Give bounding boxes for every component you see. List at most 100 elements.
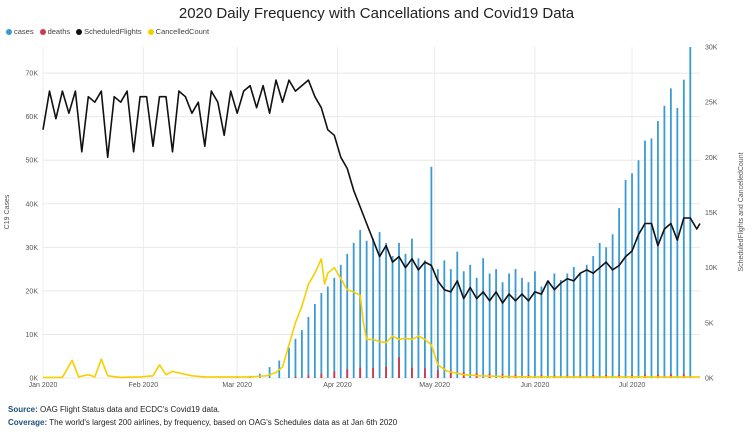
cases-bar	[657, 121, 659, 378]
cases-bar	[624, 179, 627, 378]
cases-bar	[669, 88, 672, 378]
y-right-tick-label: 10K	[705, 265, 718, 272]
y-left-tick-label: 10K	[26, 332, 39, 339]
cases-bar	[443, 260, 446, 378]
cases-bar	[579, 273, 582, 378]
cases-bar	[469, 264, 472, 378]
cases-bar	[682, 79, 685, 378]
coverage-line: Coverage: The world's largest 200 airlin…	[8, 416, 397, 429]
y-left-tick-label: 50K	[26, 158, 39, 165]
cases-bar	[301, 330, 303, 378]
cases-bar	[495, 269, 498, 378]
deaths-bar	[682, 374, 685, 378]
deaths-bar	[346, 369, 349, 378]
cases-bar	[320, 293, 323, 378]
cases-bar	[611, 234, 614, 378]
CancelledCount-line	[43, 258, 700, 379]
cases-bar	[352, 242, 355, 378]
footer: Source: OAG Flight Status data and ECDC'…	[8, 403, 397, 429]
source-label: Source:	[8, 405, 38, 414]
deaths-bar	[398, 357, 400, 378]
coverage-label: Coverage:	[8, 418, 48, 427]
cases-bar	[294, 338, 297, 378]
legend-marker	[147, 28, 154, 35]
cases-bar	[553, 273, 556, 378]
cases-bar	[411, 238, 413, 378]
legend-marker	[76, 28, 83, 35]
cases-bar	[585, 264, 588, 378]
x-tick-label: Feb 2020	[129, 382, 159, 389]
cases-bar	[385, 242, 387, 378]
cases-bar	[424, 260, 426, 378]
x-tick-label: Mar 2020	[222, 382, 252, 389]
source-line: Source: OAG Flight Status data and ECDC'…	[8, 403, 397, 416]
cases-bar	[391, 256, 394, 378]
cases-bar	[475, 277, 478, 378]
x-tick-label: Jul 2020	[619, 382, 646, 389]
deaths-bar	[436, 370, 439, 378]
cases-bar	[618, 208, 620, 378]
cases-bar	[430, 166, 433, 378]
legend-item: ScheduledFlights	[76, 27, 142, 36]
cases-bar	[521, 277, 523, 378]
deaths-bar	[411, 367, 413, 378]
cases-bar	[540, 286, 543, 378]
x-tick-label: Apr 2020	[323, 382, 352, 389]
y-axis-right-label: ScheduledFlights and CancelledCount	[738, 152, 745, 271]
deaths-bar	[385, 366, 387, 378]
cases-bar	[313, 303, 316, 378]
cases-bar	[592, 256, 595, 378]
legend-item: deaths	[39, 27, 71, 36]
axes: 0K 10K 20K 30K 40K 50K 60K 70K Jan 2020 Feb 2020 M…	[26, 45, 718, 390]
legend-label: deaths	[47, 27, 71, 36]
cases-bar	[456, 251, 459, 378]
line-layer	[42, 79, 701, 379]
y-left-tick-label: 60K	[26, 114, 39, 121]
deaths-bar	[449, 370, 452, 378]
cases-bar	[333, 277, 336, 378]
y-right-tick-label: 20K	[705, 155, 718, 162]
y-left-tick-label: 20K	[26, 288, 39, 295]
cases-bar	[365, 240, 368, 378]
deaths-bar	[294, 376, 297, 378]
ScheduledFlights-line	[42, 79, 701, 304]
legend-marker	[6, 28, 12, 35]
cases-bar	[527, 282, 530, 378]
deaths-bar	[333, 371, 336, 378]
y-right-tick-label: 0K	[705, 376, 714, 383]
cases-bar	[462, 271, 465, 378]
legend-label: ScheduledFlights	[84, 27, 142, 36]
cases-bar	[488, 273, 491, 378]
cases-bar	[346, 253, 349, 378]
cases-bar	[650, 138, 653, 378]
deaths-bar	[424, 368, 426, 378]
x-tick-label: Jan 2020	[29, 382, 58, 389]
cases-bar	[605, 247, 608, 378]
deaths-bar	[320, 373, 323, 378]
cases-bar	[644, 140, 646, 378]
cases-bar	[268, 367, 271, 378]
cases-bar	[689, 47, 692, 378]
cases-bar	[559, 280, 562, 378]
deaths-bar	[372, 367, 375, 378]
x-tick-label: May 2020	[419, 382, 450, 389]
cases-bar	[572, 266, 575, 378]
cases-bar	[482, 258, 485, 378]
cases-bar	[378, 232, 381, 378]
y-left-tick-label: 70K	[26, 71, 39, 78]
y-left-tick-label: 0K	[29, 376, 38, 383]
y-left-tick-label: 30K	[26, 245, 39, 252]
cases-bar	[598, 242, 601, 378]
cases-bar	[676, 107, 679, 378]
y-left-tick-label: 40K	[26, 201, 39, 208]
x-tick-label: Jun 2020	[521, 382, 550, 389]
deaths-bar	[669, 374, 672, 378]
cases-bar	[288, 347, 290, 378]
legend-label: CancelledCount	[155, 27, 210, 36]
cases-bar	[307, 317, 310, 378]
cases-bar	[372, 238, 375, 378]
cases-bar	[566, 273, 569, 378]
cases-bar	[546, 282, 549, 378]
legend-item: CancelledCount	[147, 27, 210, 36]
legend-item: cases	[6, 27, 34, 36]
